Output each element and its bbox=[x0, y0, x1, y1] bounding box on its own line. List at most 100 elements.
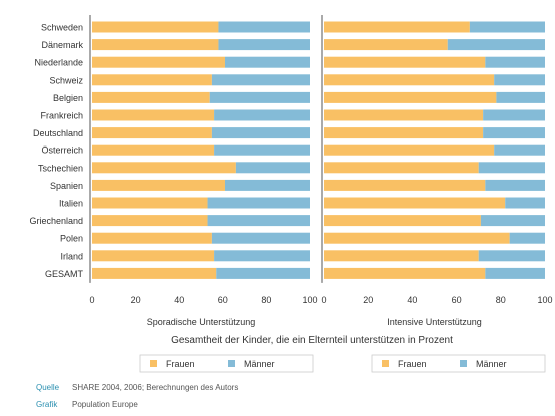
bar-segment-frauen bbox=[324, 215, 481, 227]
bar-segment-frauen bbox=[324, 267, 486, 279]
graphic-note: Grafik Population Europe bbox=[36, 400, 138, 409]
bar-segment-männer bbox=[485, 56, 545, 68]
bar-segment-männer bbox=[224, 56, 310, 68]
bar-segment-frauen bbox=[324, 144, 495, 156]
bar-segment-frauen bbox=[92, 250, 215, 262]
bar-segment-frauen bbox=[92, 215, 208, 227]
x-tick-label: 80 bbox=[496, 295, 506, 305]
bar-segment-frauen bbox=[324, 162, 479, 174]
bar-segment-frauen bbox=[92, 162, 236, 174]
category-label: Dänemark bbox=[41, 40, 83, 50]
bar-segment-männer bbox=[209, 91, 310, 103]
bar-segment-männer bbox=[211, 74, 310, 86]
bar-segment-frauen bbox=[324, 21, 470, 33]
bar-segment-frauen bbox=[324, 91, 497, 103]
bar-segment-männer bbox=[214, 250, 310, 262]
category-label: Österreich bbox=[41, 146, 83, 156]
bar-segment-frauen bbox=[92, 197, 208, 209]
bar-segment-männer bbox=[494, 144, 545, 156]
bar-segment-männer bbox=[224, 179, 310, 191]
category-label: Polen bbox=[60, 234, 83, 244]
bar-segment-männer bbox=[469, 21, 545, 33]
bar-segment-männer bbox=[505, 197, 545, 209]
legend-label: Männer bbox=[244, 359, 275, 369]
category-label: GESAMT bbox=[45, 269, 84, 279]
bar-segment-frauen bbox=[324, 39, 448, 51]
bar-segment-frauen bbox=[92, 179, 225, 191]
source-value: SHARE 2004, 2006; Berechnungen des Autor… bbox=[72, 383, 239, 392]
x-tick-label: 100 bbox=[302, 295, 317, 305]
bar-segment-frauen bbox=[324, 197, 506, 209]
category-label: Griechenland bbox=[29, 216, 83, 226]
bar-segment-frauen bbox=[92, 21, 219, 33]
legend-label: Männer bbox=[476, 359, 507, 369]
bar-segment-männer bbox=[509, 232, 545, 244]
bar-segment-frauen bbox=[92, 127, 212, 139]
x-tick-label: 0 bbox=[89, 295, 94, 305]
x-axis-label: Gesamtheit der Kinder, die ein Elterntei… bbox=[171, 335, 453, 346]
category-label: Deutschland bbox=[33, 128, 83, 138]
bar-segment-frauen bbox=[92, 232, 212, 244]
bar-segment-männer bbox=[207, 215, 310, 227]
bar-segment-frauen bbox=[92, 74, 212, 86]
bar-segment-frauen bbox=[92, 39, 219, 51]
x-tick-label: 60 bbox=[452, 295, 462, 305]
bar-segment-männer bbox=[211, 232, 310, 244]
category-label: Italien bbox=[59, 199, 83, 209]
legend-swatch bbox=[460, 360, 467, 367]
bar-segment-männer bbox=[480, 215, 545, 227]
source-note: Quelle SHARE 2004, 2006; Berechnungen des… bbox=[36, 383, 238, 392]
legend-label: Frauen bbox=[166, 359, 195, 369]
graphic-value: Population Europe bbox=[72, 400, 138, 409]
bar-segment-frauen bbox=[92, 91, 210, 103]
x-tick-label: 40 bbox=[407, 295, 417, 305]
x-tick-label: 20 bbox=[131, 295, 141, 305]
legend-swatch bbox=[150, 360, 157, 367]
bar-segment-männer bbox=[218, 39, 310, 51]
category-label: Schweiz bbox=[49, 75, 83, 85]
category-label: Schweden bbox=[41, 23, 83, 33]
x-tick-label: 40 bbox=[174, 295, 184, 305]
legend-box bbox=[371, 354, 546, 373]
bar-segment-männer bbox=[483, 109, 545, 121]
bar-segment-frauen bbox=[324, 232, 510, 244]
x-tick-label: 60 bbox=[218, 295, 228, 305]
legend-swatch bbox=[382, 360, 389, 367]
x-tick-label: 20 bbox=[363, 295, 373, 305]
bar-segment-männer bbox=[447, 39, 545, 51]
bar-segment-frauen bbox=[324, 56, 486, 68]
bar-segment-frauen bbox=[324, 109, 484, 121]
category-label: Tschechien bbox=[38, 163, 83, 173]
bar-segment-männer bbox=[211, 127, 310, 139]
bar-segment-männer bbox=[214, 109, 310, 121]
legend-box bbox=[139, 354, 314, 373]
category-label: Belgien bbox=[53, 93, 83, 103]
bar-segment-männer bbox=[218, 21, 310, 33]
bar-segment-männer bbox=[214, 144, 310, 156]
bar-segment-männer bbox=[485, 179, 545, 191]
bar-segment-frauen bbox=[324, 179, 486, 191]
bar-segment-männer bbox=[478, 250, 545, 262]
bar-segment-männer bbox=[483, 127, 545, 139]
panel-title: Sporadische Unterstützung bbox=[147, 317, 256, 327]
bar-segment-frauen bbox=[92, 56, 225, 68]
bar-segment-frauen bbox=[92, 109, 215, 121]
bar-segment-frauen bbox=[92, 144, 215, 156]
x-tick-label: 0 bbox=[321, 295, 326, 305]
bar-segment-männer bbox=[494, 74, 545, 86]
graphic-label: Grafik bbox=[36, 400, 58, 409]
category-label: Frankreich bbox=[40, 111, 83, 121]
bar-segment-männer bbox=[207, 197, 310, 209]
category-label: Niederlande bbox=[34, 58, 83, 68]
x-tick-label: 80 bbox=[261, 295, 271, 305]
bar-segment-männer bbox=[496, 91, 545, 103]
bar-segment-frauen bbox=[324, 250, 479, 262]
bar-segment-frauen bbox=[324, 127, 484, 139]
bar-segment-männer bbox=[235, 162, 310, 174]
panel-title: Intensive Unterstützung bbox=[387, 317, 482, 327]
category-label: Spanien bbox=[50, 181, 83, 191]
category-label: Irland bbox=[60, 251, 83, 261]
source-label: Quelle bbox=[36, 383, 60, 392]
x-tick-label: 100 bbox=[537, 295, 552, 305]
